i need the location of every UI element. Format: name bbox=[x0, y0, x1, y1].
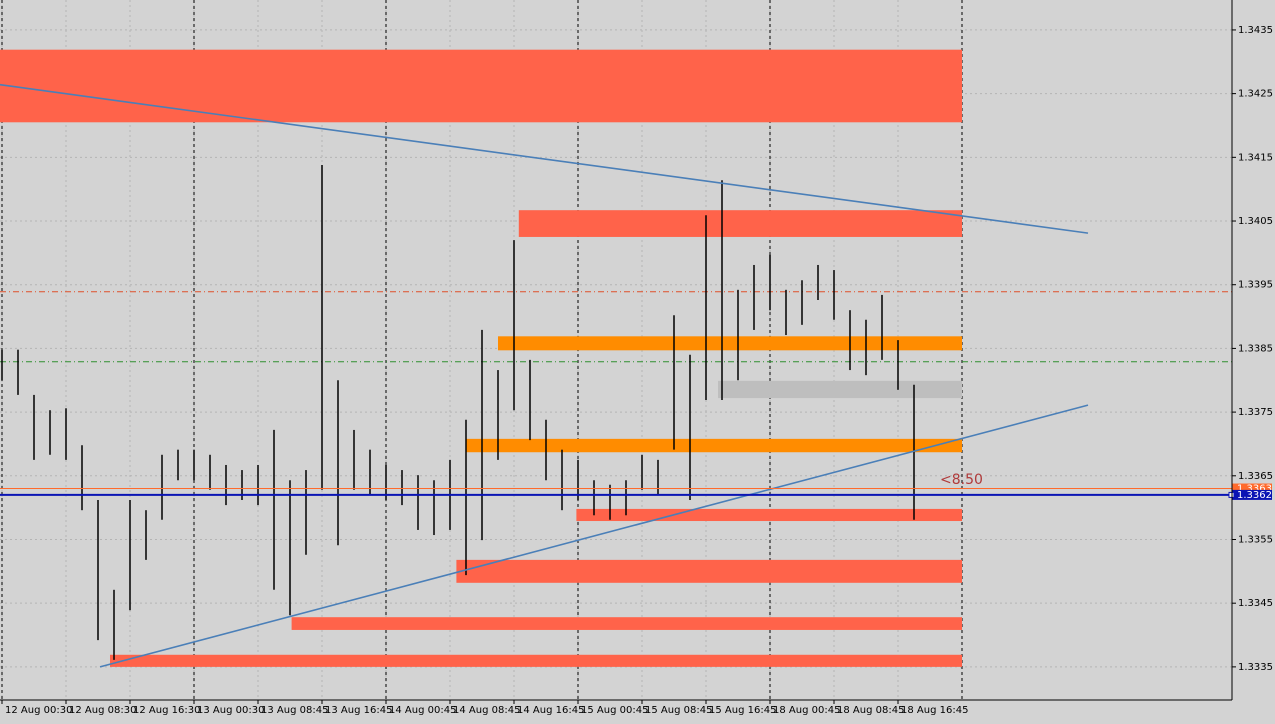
zone bbox=[456, 559, 962, 583]
zone bbox=[718, 380, 962, 399]
y-tick-label: 1.3405 bbox=[1238, 216, 1273, 227]
zone bbox=[291, 617, 963, 630]
x-tick-label: 13 Aug 00:30 bbox=[197, 705, 264, 716]
x-tick-label: 13 Aug 08:45 bbox=[261, 705, 328, 716]
y-tick-label: 1.3395 bbox=[1238, 280, 1273, 291]
x-tick-label: 14 Aug 08:45 bbox=[453, 705, 520, 716]
price-label-box bbox=[1232, 483, 1272, 494]
x-tick-label: 12 Aug 16:30 bbox=[133, 705, 200, 716]
trendline bbox=[99, 404, 1089, 668]
zone bbox=[0, 49, 962, 123]
x-tick-label: 15 Aug 16:45 bbox=[709, 705, 776, 716]
x-tick-label: 15 Aug 08:45 bbox=[645, 705, 712, 716]
x-tick-label: 18 Aug 08:45 bbox=[837, 705, 904, 716]
y-tick-label: 1.3415 bbox=[1238, 152, 1273, 163]
y-tick-label: 1.3345 bbox=[1238, 598, 1273, 609]
price-label: 1.3362 bbox=[1237, 490, 1272, 501]
zone bbox=[498, 336, 962, 351]
y-tick-label: 1.3335 bbox=[1238, 662, 1273, 673]
x-tick-label: 15 Aug 00:45 bbox=[581, 705, 648, 716]
zone bbox=[518, 210, 962, 237]
y-tick-label: 1.3425 bbox=[1238, 89, 1273, 100]
zone bbox=[466, 438, 962, 453]
y-tick-label: 1.3365 bbox=[1238, 471, 1273, 482]
y-tick-label: 1.3355 bbox=[1238, 534, 1273, 545]
zone bbox=[110, 654, 962, 667]
x-tick-label: 18 Aug 16:45 bbox=[901, 705, 968, 716]
x-tick-label: 13 Aug 16:45 bbox=[325, 705, 392, 716]
annotation: <8.50 bbox=[940, 472, 983, 488]
y-tick-label: 1.3375 bbox=[1238, 407, 1273, 418]
y-tick-label: 1.3385 bbox=[1238, 343, 1273, 354]
zone bbox=[576, 508, 962, 522]
x-tick-label: 12 Aug 08:30 bbox=[69, 705, 136, 716]
price-label-box bbox=[1232, 489, 1272, 500]
y-tick-label: 1.3435 bbox=[1238, 25, 1273, 36]
x-tick-label: 12 Aug 00:30 bbox=[5, 705, 72, 716]
price-label: 1.3363 bbox=[1237, 484, 1272, 495]
x-tick-label: 14 Aug 16:45 bbox=[517, 705, 584, 716]
trendline bbox=[0, 83, 1089, 234]
x-tick-label: 18 Aug 00:45 bbox=[773, 705, 840, 716]
x-tick-label: 14 Aug 00:45 bbox=[389, 705, 456, 716]
